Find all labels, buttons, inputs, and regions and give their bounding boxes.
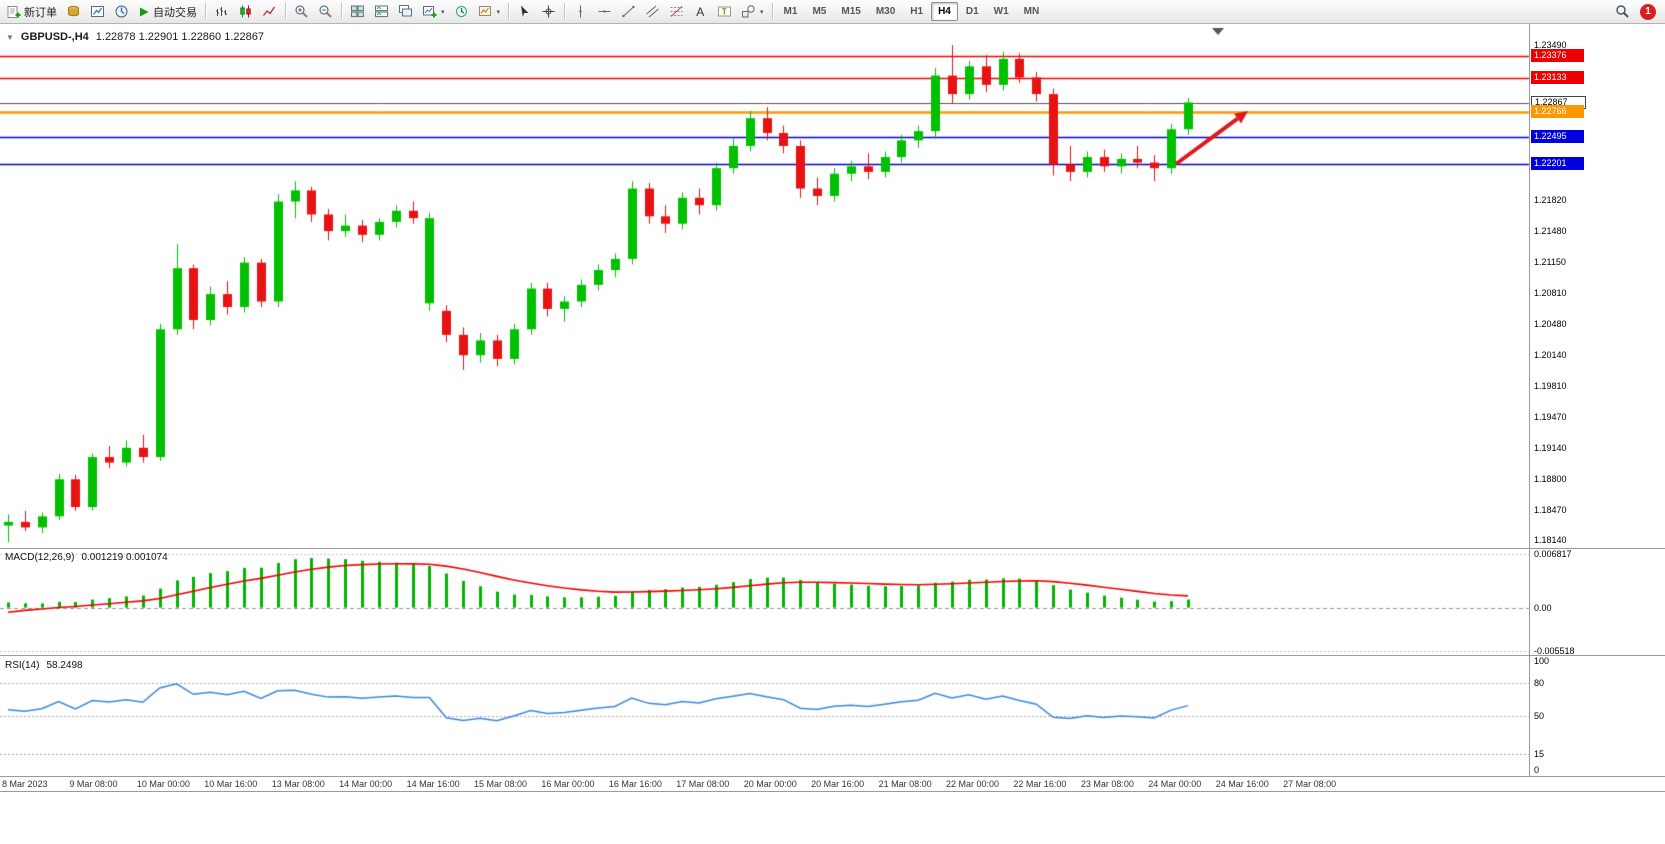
data-window-button[interactable] xyxy=(86,1,109,22)
navigator-icon xyxy=(114,4,129,19)
time-axis-border xyxy=(0,776,1665,777)
pane-separator[interactable] xyxy=(0,548,1665,549)
crosshair-icon xyxy=(541,4,556,19)
auto-trading-label: 自动交易 xyxy=(153,6,197,19)
tile-windows-button[interactable] xyxy=(346,1,369,22)
data-window-icon xyxy=(90,4,105,19)
shapes-tool-button[interactable]: ▾ xyxy=(737,1,768,22)
macd-name: MACD(12,26,9) xyxy=(5,552,75,563)
chart-symbol-label: GBPUSD-,H4 xyxy=(20,31,89,43)
zoom-out-icon xyxy=(318,4,333,19)
zoom-in-button[interactable] xyxy=(290,1,313,22)
toolbar-separator xyxy=(771,3,773,20)
fibonacci-tool-button[interactable] xyxy=(665,1,688,22)
timeframe-group: M1 M5 M15 M30 H1 H4 D1 W1 MN xyxy=(777,2,1047,21)
text-icon: A xyxy=(693,4,708,19)
tile-horizontal-icon xyxy=(374,4,389,19)
symbol-dropdown-icon[interactable]: ▼ xyxy=(6,32,14,42)
market-watch-button[interactable] xyxy=(62,1,85,22)
text-tool-button[interactable]: A xyxy=(689,1,712,22)
rsi-indicator-label: RSI(14) 58.2498 xyxy=(5,660,83,671)
candlestick-chart-button[interactable] xyxy=(234,1,257,22)
timeframe-button-m30[interactable]: M30 xyxy=(869,2,902,21)
cascade-windows-button[interactable] xyxy=(394,1,417,22)
bar-chart-button[interactable] xyxy=(210,1,233,22)
new-order-label: 新订单 xyxy=(24,6,57,19)
chart-ohlc-values: 1.22878 1.22901 1.22860 1.22867 xyxy=(95,31,264,43)
text-label-icon: T xyxy=(717,4,732,19)
toolbar-right-group: 1 xyxy=(1611,1,1662,22)
toolbar-separator xyxy=(205,3,206,20)
refresh-button[interactable] xyxy=(450,1,473,22)
vertical-line-icon xyxy=(573,4,588,19)
svg-text:A: A xyxy=(696,5,704,19)
rsi-name: RSI(14) xyxy=(5,660,40,671)
search-button[interactable] xyxy=(1611,1,1634,22)
refresh-icon xyxy=(454,4,469,19)
timeframe-button-m1[interactable]: M1 xyxy=(777,2,805,21)
auto-trading-icon xyxy=(138,6,150,18)
vertical-line-tool-button[interactable] xyxy=(569,1,592,22)
horizontal-line-tool-button[interactable] xyxy=(593,1,616,22)
chevron-down-icon: ▾ xyxy=(760,8,764,16)
toolbar: 新订单 自动交易 xyxy=(0,0,1665,24)
channel-tool-button[interactable] xyxy=(641,1,664,22)
templates-button[interactable]: ▾ xyxy=(474,1,505,22)
zoom-in-icon xyxy=(294,4,309,19)
zoom-out-button[interactable] xyxy=(314,1,337,22)
new-order-icon xyxy=(7,5,21,19)
new-chart-icon xyxy=(422,4,437,19)
trendline-tool-button[interactable] xyxy=(617,1,640,22)
price-axis-border xyxy=(1529,24,1530,776)
cascade-windows-icon xyxy=(398,4,413,19)
timeframe-button-h4[interactable]: H4 xyxy=(931,2,958,21)
chart-area: ▼ GBPUSD-,H4 1.22878 1.22901 1.22860 1.2… xyxy=(0,24,1665,792)
market-watch-icon xyxy=(66,4,81,19)
cursor-icon xyxy=(517,4,532,19)
svg-text:T: T xyxy=(722,8,727,17)
shapes-icon xyxy=(741,4,756,19)
tile-horizontal-button[interactable] xyxy=(370,1,393,22)
chevron-down-icon: ▾ xyxy=(441,8,445,16)
horizontal-line-icon xyxy=(597,4,612,19)
toolbar-separator xyxy=(564,3,566,20)
crosshair-button[interactable] xyxy=(537,1,560,22)
pane-separator[interactable] xyxy=(0,655,1665,656)
search-icon xyxy=(1615,4,1630,19)
trendline-icon xyxy=(621,4,636,19)
tile-windows-icon xyxy=(350,4,365,19)
new-order-button[interactable]: 新订单 xyxy=(3,1,61,22)
channel-icon xyxy=(645,4,660,19)
macd-indicator-label: MACD(12,26,9) 0.001219 0.001074 xyxy=(5,552,168,563)
toolbar-separator xyxy=(341,3,342,20)
toolbar-separator xyxy=(508,3,510,20)
cursor-button[interactable] xyxy=(513,1,536,22)
bar-chart-icon xyxy=(214,4,229,19)
timeframe-button-w1[interactable]: W1 xyxy=(987,2,1016,21)
line-chart-button[interactable] xyxy=(258,1,281,22)
templates-icon xyxy=(478,4,493,19)
notification-count: 1 xyxy=(1645,6,1651,17)
timeframe-button-d1[interactable]: D1 xyxy=(959,2,986,21)
navigator-button[interactable] xyxy=(110,1,133,22)
toolbar-separator xyxy=(285,3,286,20)
notification-badge[interactable]: 1 xyxy=(1640,3,1656,20)
candlestick-chart-icon xyxy=(238,4,253,19)
auto-trading-button[interactable]: 自动交易 xyxy=(134,1,201,22)
price-chart-canvas[interactable] xyxy=(0,24,1665,792)
text-label-tool-button[interactable]: T xyxy=(713,1,736,22)
timeframe-button-mn[interactable]: MN xyxy=(1017,2,1047,21)
chevron-down-icon: ▾ xyxy=(496,8,501,16)
macd-values: 0.001219 0.001074 xyxy=(81,552,168,563)
rsi-value: 58.2498 xyxy=(46,660,83,671)
fibonacci-icon xyxy=(669,4,684,19)
timeframe-button-h1[interactable]: H1 xyxy=(903,2,930,21)
timeframe-button-m15[interactable]: M15 xyxy=(834,2,867,21)
chart-title: ▼ GBPUSD-,H4 1.22878 1.22901 1.22860 1.2… xyxy=(6,31,264,43)
line-chart-icon xyxy=(262,4,277,19)
new-chart-button[interactable]: ▾ xyxy=(418,1,449,22)
timeframe-button-m5[interactable]: M5 xyxy=(805,2,833,21)
